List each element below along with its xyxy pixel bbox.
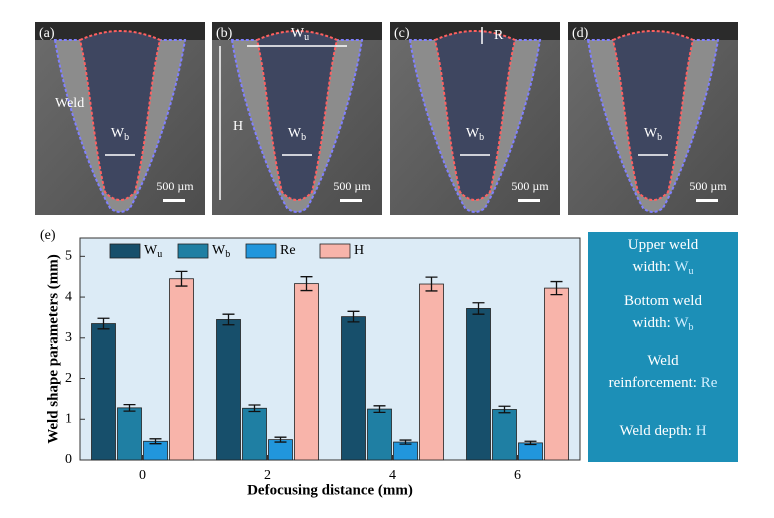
panel-label: (a) (39, 26, 55, 41)
x-tick-label: 0 (139, 468, 146, 483)
bar (216, 319, 241, 461)
legend-swatch (245, 243, 277, 259)
annotation-symbol: H (696, 423, 707, 439)
weld-zone (611, 30, 695, 201)
y-axis-title: Weld shape parameters (mm) (45, 254, 61, 444)
bar (294, 283, 319, 461)
annotation-line: Bottom weld (624, 293, 702, 309)
panel-label: (c) (394, 26, 410, 41)
weld-zone (433, 30, 517, 201)
error-bar (347, 310, 360, 323)
scale-bar (340, 199, 362, 202)
legend-label: H (354, 243, 364, 258)
micrograph-panel: (d) 500 µm Wb (568, 22, 738, 215)
x-axis-title: Defocusing distance (mm) (247, 482, 413, 498)
dimension-label: R (494, 28, 504, 43)
annotation-line: reinforcement: (609, 375, 697, 391)
error-bar (149, 438, 162, 445)
dimension-label: H (233, 119, 243, 134)
error-bar (373, 405, 386, 413)
annotation-text: Upper weld (628, 237, 699, 253)
scale-label: 500 µm (333, 179, 371, 193)
panel-label: (e) (40, 228, 56, 243)
bar (466, 308, 491, 461)
error-bar (425, 276, 438, 292)
annotation-text: Weld depth: H (619, 423, 706, 439)
bar (242, 407, 267, 461)
micrograph-panel: (a) 500 µm Weld Wb (35, 22, 205, 215)
legend-swatch (109, 243, 141, 259)
weld-zone (78, 30, 162, 201)
weld-zone (255, 30, 339, 201)
y-tick-label: 1 (65, 411, 72, 426)
annotation-text: reinforcement: Re (609, 375, 718, 391)
scale-label: 500 µm (689, 179, 727, 193)
scale-bar (163, 199, 185, 202)
dimension-label: Wb (466, 126, 484, 143)
annotation-symbol: Wu (674, 259, 693, 277)
x-tick-label: 6 (514, 468, 521, 483)
annotation-line: width: (633, 315, 671, 331)
bar (492, 409, 517, 461)
annotation-line: Weld (647, 353, 679, 369)
y-tick-label: 2 (65, 371, 72, 386)
annotation-text: width: Wb (633, 315, 694, 333)
legend-label: Re (280, 243, 296, 258)
micrograph-panel: (b) 500 µm Wu H Wb (212, 22, 382, 215)
annotation-text: Bottom weld (624, 293, 702, 309)
bar (117, 407, 142, 461)
legend-swatch (319, 243, 351, 259)
error-bar (222, 313, 235, 326)
scale-label: 500 µm (156, 179, 194, 193)
error-bar (399, 439, 412, 445)
x-tick-label: 2 (264, 468, 271, 483)
dimension-label: Wb (288, 126, 306, 143)
error-bar (274, 436, 287, 443)
annotation-text: width: Wu (633, 259, 694, 277)
error-bar (524, 440, 537, 446)
error-bar (550, 280, 563, 296)
scale-bar (518, 199, 540, 202)
annotation-symbol: Wb (674, 315, 693, 333)
bar (341, 316, 366, 461)
legend-label: Wu (144, 243, 162, 260)
scale-label: 500 µm (511, 179, 549, 193)
scale-bar (696, 199, 718, 202)
annotation-line: Upper weld (628, 237, 699, 253)
y-tick-label: 4 (65, 289, 72, 304)
error-bar (123, 403, 136, 412)
bar (518, 442, 543, 461)
micrograph-panel: (c) 500 µm R Wb (390, 22, 560, 215)
bar (91, 323, 116, 461)
error-bar (97, 317, 110, 330)
dimension-label: Wb (644, 126, 662, 143)
y-tick-label: 3 (65, 330, 72, 345)
annotation-symbol: Re (701, 375, 718, 391)
error-bar (472, 302, 485, 315)
error-bar (498, 405, 511, 414)
bar (367, 408, 392, 461)
dimension-label: Wu (291, 26, 309, 43)
x-tick-label: 4 (389, 468, 396, 483)
error-bar (300, 276, 313, 292)
y-tick-label: 0 (65, 452, 72, 467)
bar (544, 287, 569, 461)
legend-swatch (177, 243, 209, 259)
bar (393, 441, 418, 461)
annotation-text: Weld (647, 353, 679, 369)
panel-label: (d) (572, 26, 589, 41)
error-bar (248, 404, 261, 413)
annotation-line: Weld depth: (619, 423, 692, 439)
dimension-label: Wb (111, 126, 129, 143)
panel-label: (b) (216, 26, 233, 41)
bar (169, 278, 194, 461)
bar (419, 283, 444, 461)
dimension-label: Weld (55, 96, 84, 111)
error-bar (175, 270, 188, 287)
legend-box (588, 232, 738, 462)
legend-label: Wb (212, 243, 230, 260)
y-tick-label: 5 (65, 249, 72, 264)
annotation-line: width: (633, 259, 671, 275)
